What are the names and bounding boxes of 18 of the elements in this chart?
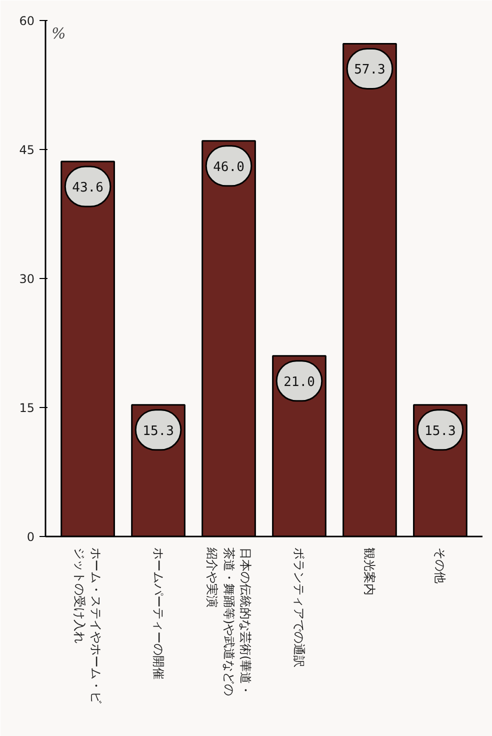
y-tick-label: 45 bbox=[19, 143, 35, 157]
y-tick-label: 15 bbox=[19, 401, 35, 415]
x-tick-label: ボランティアでの通訳 bbox=[292, 548, 306, 668]
x-tick-label: 観光案内 bbox=[362, 548, 377, 596]
y-tick-label: 60 bbox=[19, 14, 35, 28]
data-label: 57.3 bbox=[354, 62, 386, 78]
data-label: 43.6 bbox=[72, 180, 104, 196]
data-label: 21.0 bbox=[284, 374, 315, 390]
x-tick-label: その他 bbox=[433, 548, 448, 584]
y-axis-title: % bbox=[52, 24, 66, 42]
x-tick-label: 日本の伝統的な芸術(華道・茶道・舞踊等)や武道などの紹介や実演 bbox=[204, 546, 253, 696]
data-label: 15.3 bbox=[142, 424, 174, 439]
x-tick-label: ホーム・ステイやホーム・ビジットの受け入れ bbox=[72, 548, 104, 704]
data-label: 15.3 bbox=[424, 424, 456, 439]
y-tick-label: 30 bbox=[19, 272, 35, 286]
y-tick-label: 0 bbox=[26, 530, 35, 544]
data-label: 46.0 bbox=[213, 160, 244, 175]
x-tick-label: ホームパーティーの開催 bbox=[151, 548, 166, 680]
